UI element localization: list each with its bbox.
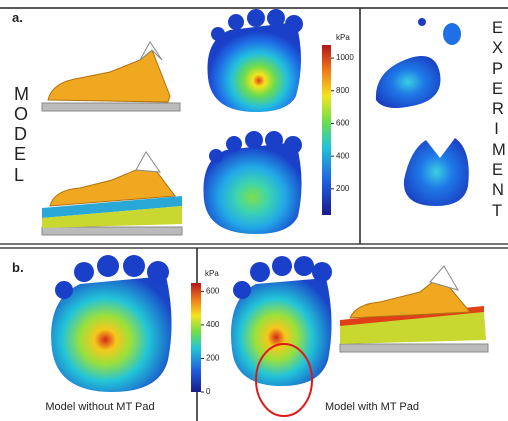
figure: a. b. kPa kPa Model without MT Pad Model…	[0, 0, 508, 421]
colorbar-tick-label: 200	[206, 354, 220, 363]
caption: Model with MT Pad	[325, 401, 419, 413]
pressure-map-bottom	[203, 131, 302, 234]
colorbar	[322, 45, 331, 215]
colorbar-tick-label: 200	[336, 184, 350, 193]
caption: Model without MT Pad	[45, 401, 154, 413]
colorbar-tick-label: 600	[206, 286, 220, 295]
colorbar-tick-label: 800	[336, 86, 350, 95]
colorbar-unit: kPa	[336, 33, 350, 42]
colorbar-tick-label: 1000	[336, 53, 354, 62]
model-shoe-top	[42, 42, 180, 111]
model-shoe-bottom	[42, 152, 182, 235]
model-label: MODEL	[14, 84, 24, 185]
colorbar	[191, 283, 201, 392]
colorbar-tick-label: 600	[336, 119, 350, 128]
experiment-label: EXPERIMENT	[492, 18, 501, 221]
figure-canvas: a. b. kPa kPa Model without MT Pad Model…	[0, 0, 508, 421]
colorbar-tick-label: 0	[206, 387, 211, 396]
colorbar-unit: kPa	[205, 269, 219, 278]
pressure-map-b-left	[51, 255, 171, 392]
pressure-map-b-right	[231, 256, 332, 416]
model-shoe-b	[340, 266, 488, 352]
panel-label: b.	[12, 260, 24, 275]
colorbar-tick-label: 400	[336, 151, 350, 160]
panel-label: a.	[12, 10, 23, 25]
experiment-map-top	[376, 18, 461, 108]
experiment-map-bottom	[404, 138, 469, 206]
pressure-map-top	[207, 9, 303, 112]
colorbar-tick-label: 400	[206, 320, 220, 329]
